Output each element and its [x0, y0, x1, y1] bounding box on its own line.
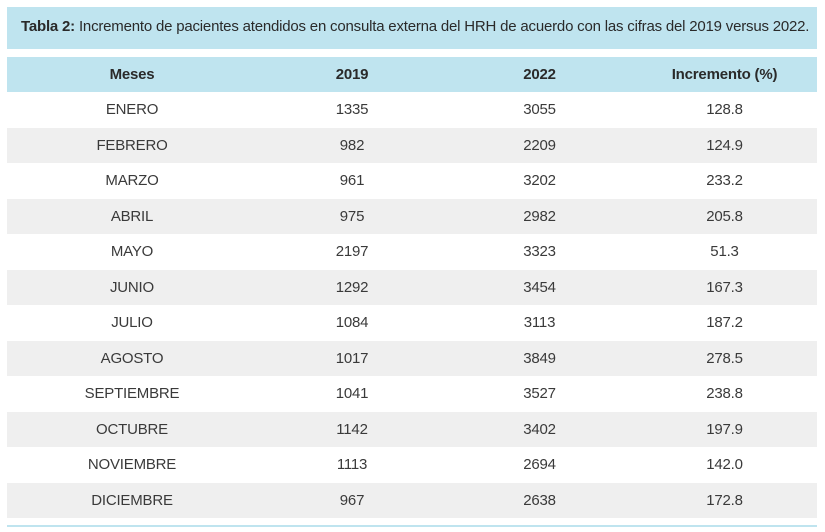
cell-2022: 3113 [523, 314, 556, 332]
cell-increment: 238.8 [706, 385, 743, 403]
cell-month: ABRIL [110, 207, 154, 225]
cell-month: JULIO [111, 314, 153, 332]
cell-2019: 1017 [335, 349, 369, 367]
table-header-row: Meses 2019 2022 Incremento (%) [7, 57, 817, 92]
table-row: NOVIEMBRE 1113 2694 142.0 [7, 447, 817, 483]
column-header-incremento: Incremento (%) [671, 66, 778, 83]
cell-2022: 3323 [523, 243, 556, 261]
cell-month: DICIEMBRE [91, 491, 173, 509]
cell-increment: 142.0 [706, 456, 743, 474]
cell-2022: 2209 [523, 136, 556, 154]
cell-month: MARZO [105, 172, 159, 190]
cell-2019: 1041 [335, 385, 369, 403]
table-row: ABRIL 975 2982 205.8 [7, 198, 817, 234]
table-row: MARZO 961 3202 233.2 [7, 163, 817, 199]
cell-2022: 2694 [523, 456, 556, 474]
cell-2019: 1142 [336, 420, 368, 438]
cell-2019: 982 [339, 136, 365, 154]
caption-text: Incremento de pacientes atendidos en con… [78, 18, 810, 35]
cell-2019: 2197 [335, 243, 369, 261]
caption-label: Tabla 2: [21, 18, 75, 35]
cell-month: ENERO [105, 101, 159, 119]
cell-2019: 961 [339, 172, 365, 190]
column-header-meses: Meses [109, 66, 155, 83]
data-table: Meses 2019 2022 Incremento (%) ENERO 133… [7, 57, 817, 518]
table-row: SEPTIEMBRE 1041 3527 238.8 [7, 376, 817, 412]
cell-increment: 51.3 [710, 243, 739, 261]
cell-2022: 2638 [523, 491, 556, 509]
cell-month: SEPTIEMBRE [84, 385, 180, 403]
cell-increment: 233.2 [706, 172, 743, 190]
cell-month: JUNIO [109, 278, 154, 296]
cell-increment: 172.8 [706, 491, 743, 509]
column-header-2019: 2019 [335, 66, 369, 83]
table-row: MAYO 2197 3323 51.3 [7, 234, 817, 270]
cell-2019: 1113 [336, 456, 368, 474]
table-row: DICIEMBRE 967 2638 172.8 [7, 482, 817, 518]
table-row: JUNIO 1292 3454 167.3 [7, 269, 817, 305]
cell-month: NOVIEMBRE [87, 456, 177, 474]
cell-2019: 967 [339, 491, 365, 509]
table-row: FEBRERO 982 2209 124.9 [7, 127, 817, 163]
cell-2022: 2982 [523, 207, 556, 225]
cell-2022: 3402 [523, 420, 556, 438]
cell-month: OCTUBRE [96, 420, 168, 438]
cell-increment: 124.9 [706, 136, 743, 154]
cell-month: FEBRERO [96, 136, 168, 154]
cell-2022: 3849 [523, 349, 556, 367]
table-row: AGOSTO 1017 3849 278.5 [7, 340, 817, 376]
cell-increment: 128.8 [706, 101, 743, 119]
table-row: ENERO 1335 3055 128.8 [7, 92, 817, 128]
cell-2022: 3454 [523, 278, 556, 296]
cell-2022: 3055 [523, 101, 556, 119]
cell-month: MAYO [110, 243, 154, 261]
cell-month: AGOSTO [100, 349, 164, 367]
cell-2019: 975 [339, 207, 365, 225]
cell-increment: 167.3 [706, 278, 743, 296]
cell-increment: 278.5 [706, 349, 743, 367]
table-row: OCTUBRE 1142 3402 197.9 [7, 411, 817, 447]
cell-2019: 1335 [335, 101, 369, 119]
table-bottom-rule [7, 525, 817, 527]
cell-2022: 3202 [523, 172, 556, 190]
cell-2022: 3527 [523, 385, 556, 403]
table-caption: Tabla 2: Incremento de pacientes atendid… [7, 7, 817, 49]
cell-increment: 197.9 [706, 420, 743, 438]
table-row: JULIO 1084 3113 187.2 [7, 305, 817, 341]
cell-increment: 205.8 [706, 207, 743, 225]
cell-increment: 187.2 [706, 314, 743, 332]
column-header-2022: 2022 [523, 66, 556, 83]
cell-2019: 1084 [335, 314, 369, 332]
cell-2019: 1292 [335, 278, 369, 296]
